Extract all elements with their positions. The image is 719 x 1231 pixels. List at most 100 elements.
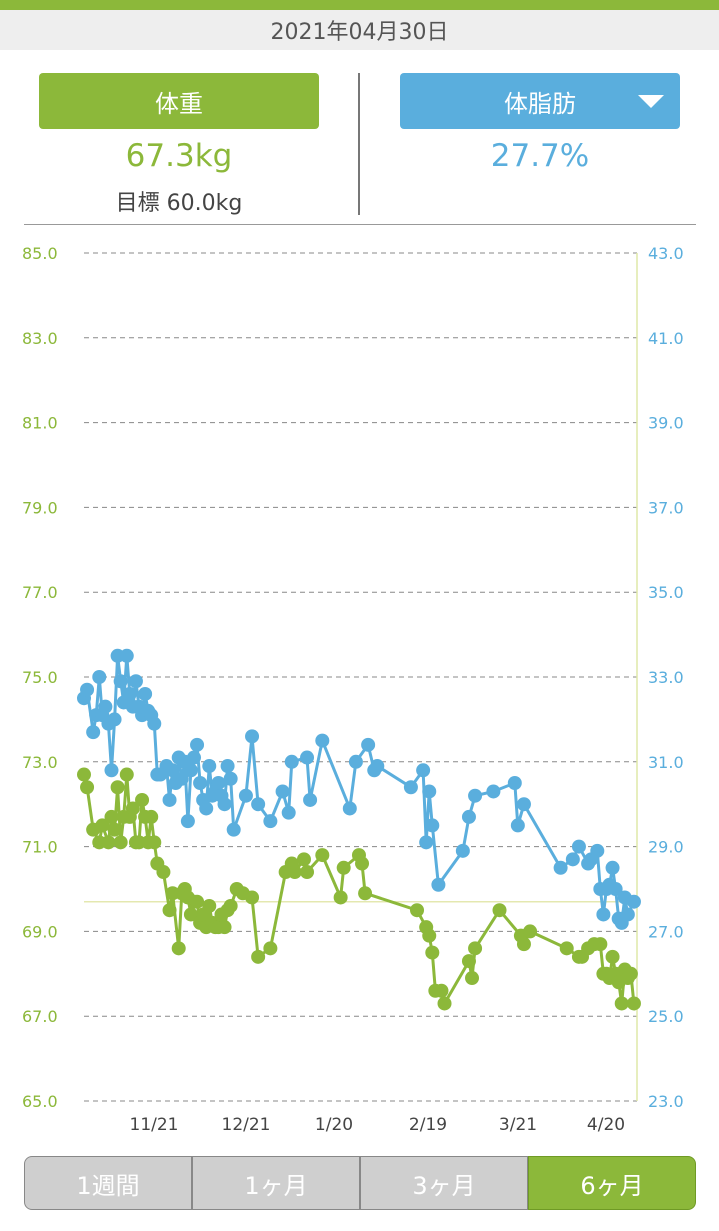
bodyfat-data-point <box>507 776 522 790</box>
bodyfat-dropdown-button[interactable]: 体脂肪 <box>400 73 680 129</box>
left-axis-tick-label: 65.0 <box>22 1092 58 1111</box>
bodyfat-data-point <box>86 725 101 740</box>
tab-6-months-label: 6ヶ月 <box>580 1171 644 1200</box>
bodyfat-data-point <box>361 737 376 752</box>
weight-data-point <box>251 949 266 964</box>
weight-data-point <box>263 941 278 956</box>
weight-data-point <box>147 835 162 850</box>
weight-data-point <box>434 983 449 998</box>
weight-data-point <box>315 848 330 863</box>
x-axis-tick-label: 11/21 <box>130 1115 179 1135</box>
weight-data-point <box>437 996 452 1011</box>
left-axis-tick-label: 75.0 <box>22 668 58 687</box>
bodyfat-data-point <box>596 907 611 922</box>
left-axis-tick-label: 71.0 <box>22 838 58 857</box>
weight-data-point <box>171 941 186 956</box>
weight-data-point <box>523 924 538 939</box>
bodyfat-data-point <box>104 763 119 778</box>
weight-data-point <box>296 852 311 867</box>
bodyfat-data-point <box>202 759 217 774</box>
weight-data-point <box>410 903 425 918</box>
bodyfat-data-point <box>342 801 357 816</box>
bodyfat-data-point <box>238 788 253 803</box>
bodyfat-data-point <box>468 788 483 803</box>
weight-data-point <box>422 928 437 943</box>
bodyfat-data-point <box>275 784 290 799</box>
right-axis-tick-label: 39.0 <box>648 414 684 433</box>
bodyfat-data-point <box>251 797 266 812</box>
weight-data-point <box>425 945 440 960</box>
x-axis-tick-label: 2/19 <box>409 1115 447 1135</box>
bodyfat-data-point <box>107 712 122 727</box>
bodyfat-data-point <box>571 839 586 854</box>
weight-bodyfat-chart: 85.0 43.0 83.0 41.0 81.0 39.0 79.0 37.0 77.0 35.0… <box>22 244 684 1135</box>
right-axis-tick-label: 23.0 <box>648 1092 684 1111</box>
bodyfat-data-point <box>80 682 95 697</box>
header-divider <box>24 224 696 225</box>
left-axis-tick-label: 69.0 <box>22 922 58 941</box>
weight-button[interactable]: 体重 <box>39 73 319 129</box>
weight-data-point <box>516 937 531 952</box>
left-axis-tick-label: 73.0 <box>22 753 58 772</box>
weight-data-point <box>119 767 134 782</box>
bodyfat-data-point <box>348 754 363 769</box>
bodyfat-data-point <box>220 759 235 774</box>
weight-data-point <box>183 907 198 922</box>
weight-data-point <box>113 835 128 850</box>
weight-value: 67.3kg <box>125 138 233 174</box>
current-date: 2021年04月30日 <box>270 20 449 45</box>
tab-6-months[interactable]: 6ヶ月 <box>528 1156 696 1210</box>
bodyfat-data-point <box>370 759 385 774</box>
right-axis-tick-label: 35.0 <box>648 583 684 602</box>
weight-data-point <box>559 941 574 956</box>
bodyfat-data-point <box>190 737 205 752</box>
weight-data-point <box>135 792 150 807</box>
weight-series-line <box>82 773 636 1005</box>
weight-data-point <box>605 949 620 964</box>
weight-data-point <box>95 818 110 833</box>
weight-data-point <box>77 767 91 782</box>
bodyfat-data-point <box>431 877 446 892</box>
bodyfat-data-point <box>183 763 198 778</box>
bodyfat-data-point <box>419 835 434 850</box>
bodyfat-data-point <box>425 818 440 833</box>
bodyfat-data-point <box>300 750 315 765</box>
right-axis-tick-label: 37.0 <box>648 498 684 517</box>
left-axis-tick-label: 67.0 <box>22 1007 58 1026</box>
weight-data-point <box>358 886 373 901</box>
right-axis-tick-label: 33.0 <box>648 668 684 687</box>
bodyfat-data-point <box>565 852 580 867</box>
weight-data-point <box>492 903 507 918</box>
tab-1-week[interactable]: 1週間 <box>24 1156 192 1210</box>
left-axis-tick-label: 83.0 <box>22 329 58 348</box>
summary-divider <box>358 73 360 215</box>
x-axis-tick-label: 1/20 <box>315 1115 353 1135</box>
top-accent-bar <box>0 0 719 10</box>
bodyfat-data-point <box>119 648 134 663</box>
bodyfat-button-label: 体脂肪 <box>504 89 576 118</box>
tab-3-months[interactable]: 3ヶ月 <box>360 1156 528 1210</box>
weight-data-point <box>468 941 483 956</box>
tab-1-month[interactable]: 1ヶ月 <box>192 1156 360 1210</box>
weight-data-point <box>156 865 171 880</box>
left-axis-tick-label: 77.0 <box>22 583 58 602</box>
bodyfat-data-point <box>608 882 623 896</box>
bodyfat-data-point <box>165 763 180 778</box>
bodyfat-data-point <box>245 729 260 744</box>
weight-goal: 目標 60.0kg <box>115 191 243 216</box>
bodyfat-data-point <box>403 780 418 795</box>
weight-data-point <box>593 937 608 952</box>
bodyfat-data-point <box>590 843 605 858</box>
bodyfat-data-point <box>122 686 137 701</box>
weight-data-point <box>110 780 125 795</box>
right-axis-tick-label: 41.0 <box>648 329 684 348</box>
weight-data-point <box>626 996 641 1011</box>
bodyfat-data-point <box>553 860 568 875</box>
weight-data-point <box>614 996 629 1011</box>
bodyfat-data-point <box>620 907 635 922</box>
bodyfat-data-point <box>217 797 232 812</box>
bodyfat-data-point <box>113 674 128 689</box>
weight-data-point <box>355 856 370 871</box>
bodyfat-data-point <box>486 784 501 799</box>
bodyfat-data-point <box>199 801 214 816</box>
